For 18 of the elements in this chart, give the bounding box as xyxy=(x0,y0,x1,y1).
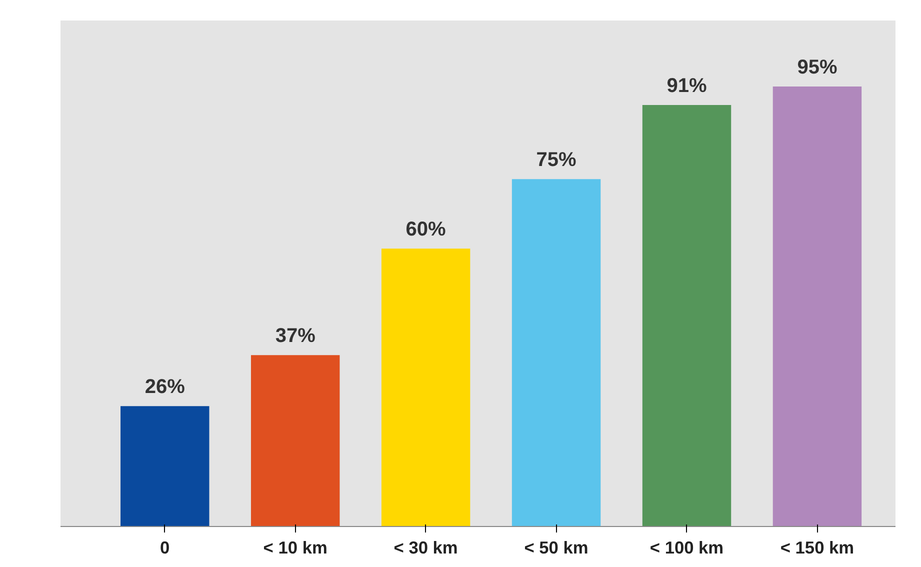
bar xyxy=(772,86,862,526)
x-tick-label: < 50 km xyxy=(524,538,588,558)
data-label: 60% xyxy=(406,218,446,241)
bar xyxy=(381,248,470,526)
x-tick-label: < 10 km xyxy=(263,538,328,558)
data-label: 91% xyxy=(666,75,707,98)
data-label: 37% xyxy=(275,325,316,348)
x-tick-label: < 100 km xyxy=(650,538,724,558)
data-label: 75% xyxy=(536,149,577,172)
bar xyxy=(642,105,732,526)
data-label: 95% xyxy=(797,56,838,78)
x-tick-label: < 30 km xyxy=(394,538,458,558)
bar xyxy=(120,406,210,526)
x-tick-label: 0 xyxy=(160,538,170,558)
data-label: 26% xyxy=(144,376,186,398)
x-tick-label: < 150 km xyxy=(780,538,854,558)
bar xyxy=(250,355,340,526)
bar xyxy=(512,179,601,526)
